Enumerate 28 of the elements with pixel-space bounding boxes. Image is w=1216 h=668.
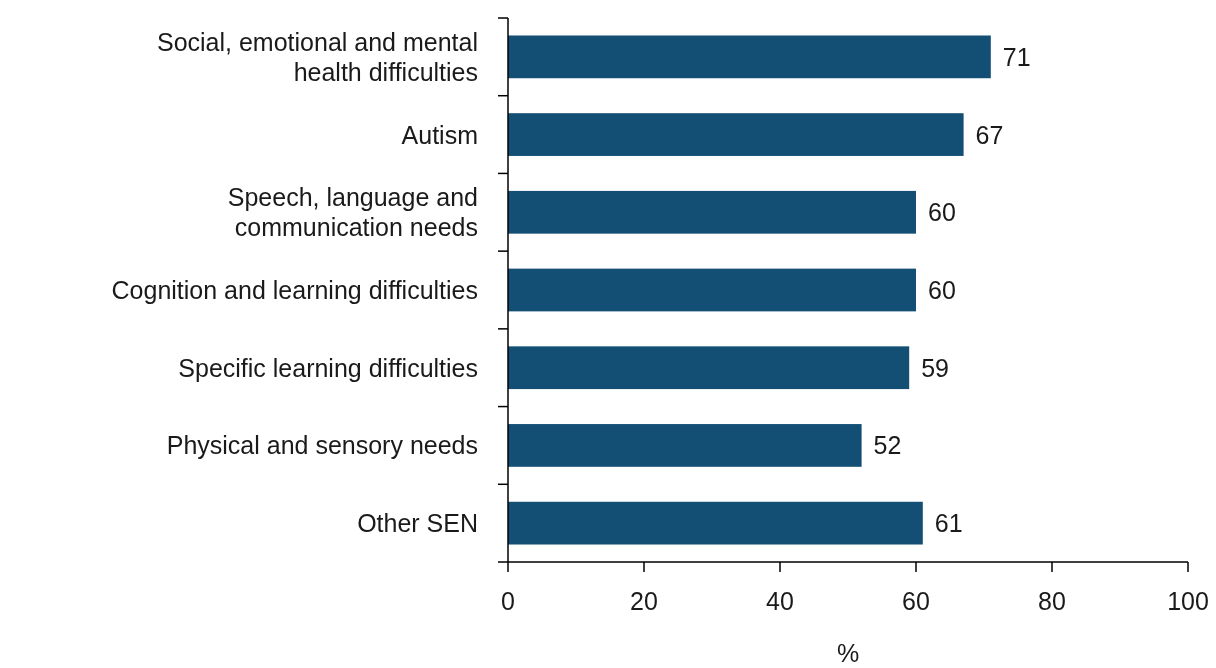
data-label: 59 [921,353,950,382]
bar [508,268,916,312]
x-tick-label: 0 [501,587,515,615]
x-axis-title: % [836,639,860,667]
y-tick-label: Social, emotional and mental health difficulties [156,27,478,86]
y-tick-label: Specific learning difficulties [178,353,478,382]
bar [508,346,910,390]
data-label: 61 [934,509,963,538]
y-tick-label: Autism [401,120,478,149]
data-label: 71 [1002,42,1031,71]
bar [508,35,991,79]
bar [508,501,923,545]
bar [508,113,964,156]
data-label: 67 [975,120,1004,149]
x-tick-label: 20 [630,587,658,615]
x-tick-label: 60 [902,587,930,615]
y-tick-label: Speech, language and communication needs [227,183,478,242]
y-tick-label: Physical and sensory needs [166,431,478,460]
bar [508,424,862,467]
bar [508,190,916,234]
x-tick-label: 40 [766,587,794,615]
data-label: 52 [873,431,902,460]
y-tick-label: Cognition and learning difficulties [111,276,478,304]
x-tick-label: 80 [1038,587,1066,615]
data-label: 60 [928,198,956,227]
data-label: 60 [928,276,956,304]
x-tick-label: 100 [1167,587,1209,615]
y-tick-label: Other SEN [357,509,478,538]
